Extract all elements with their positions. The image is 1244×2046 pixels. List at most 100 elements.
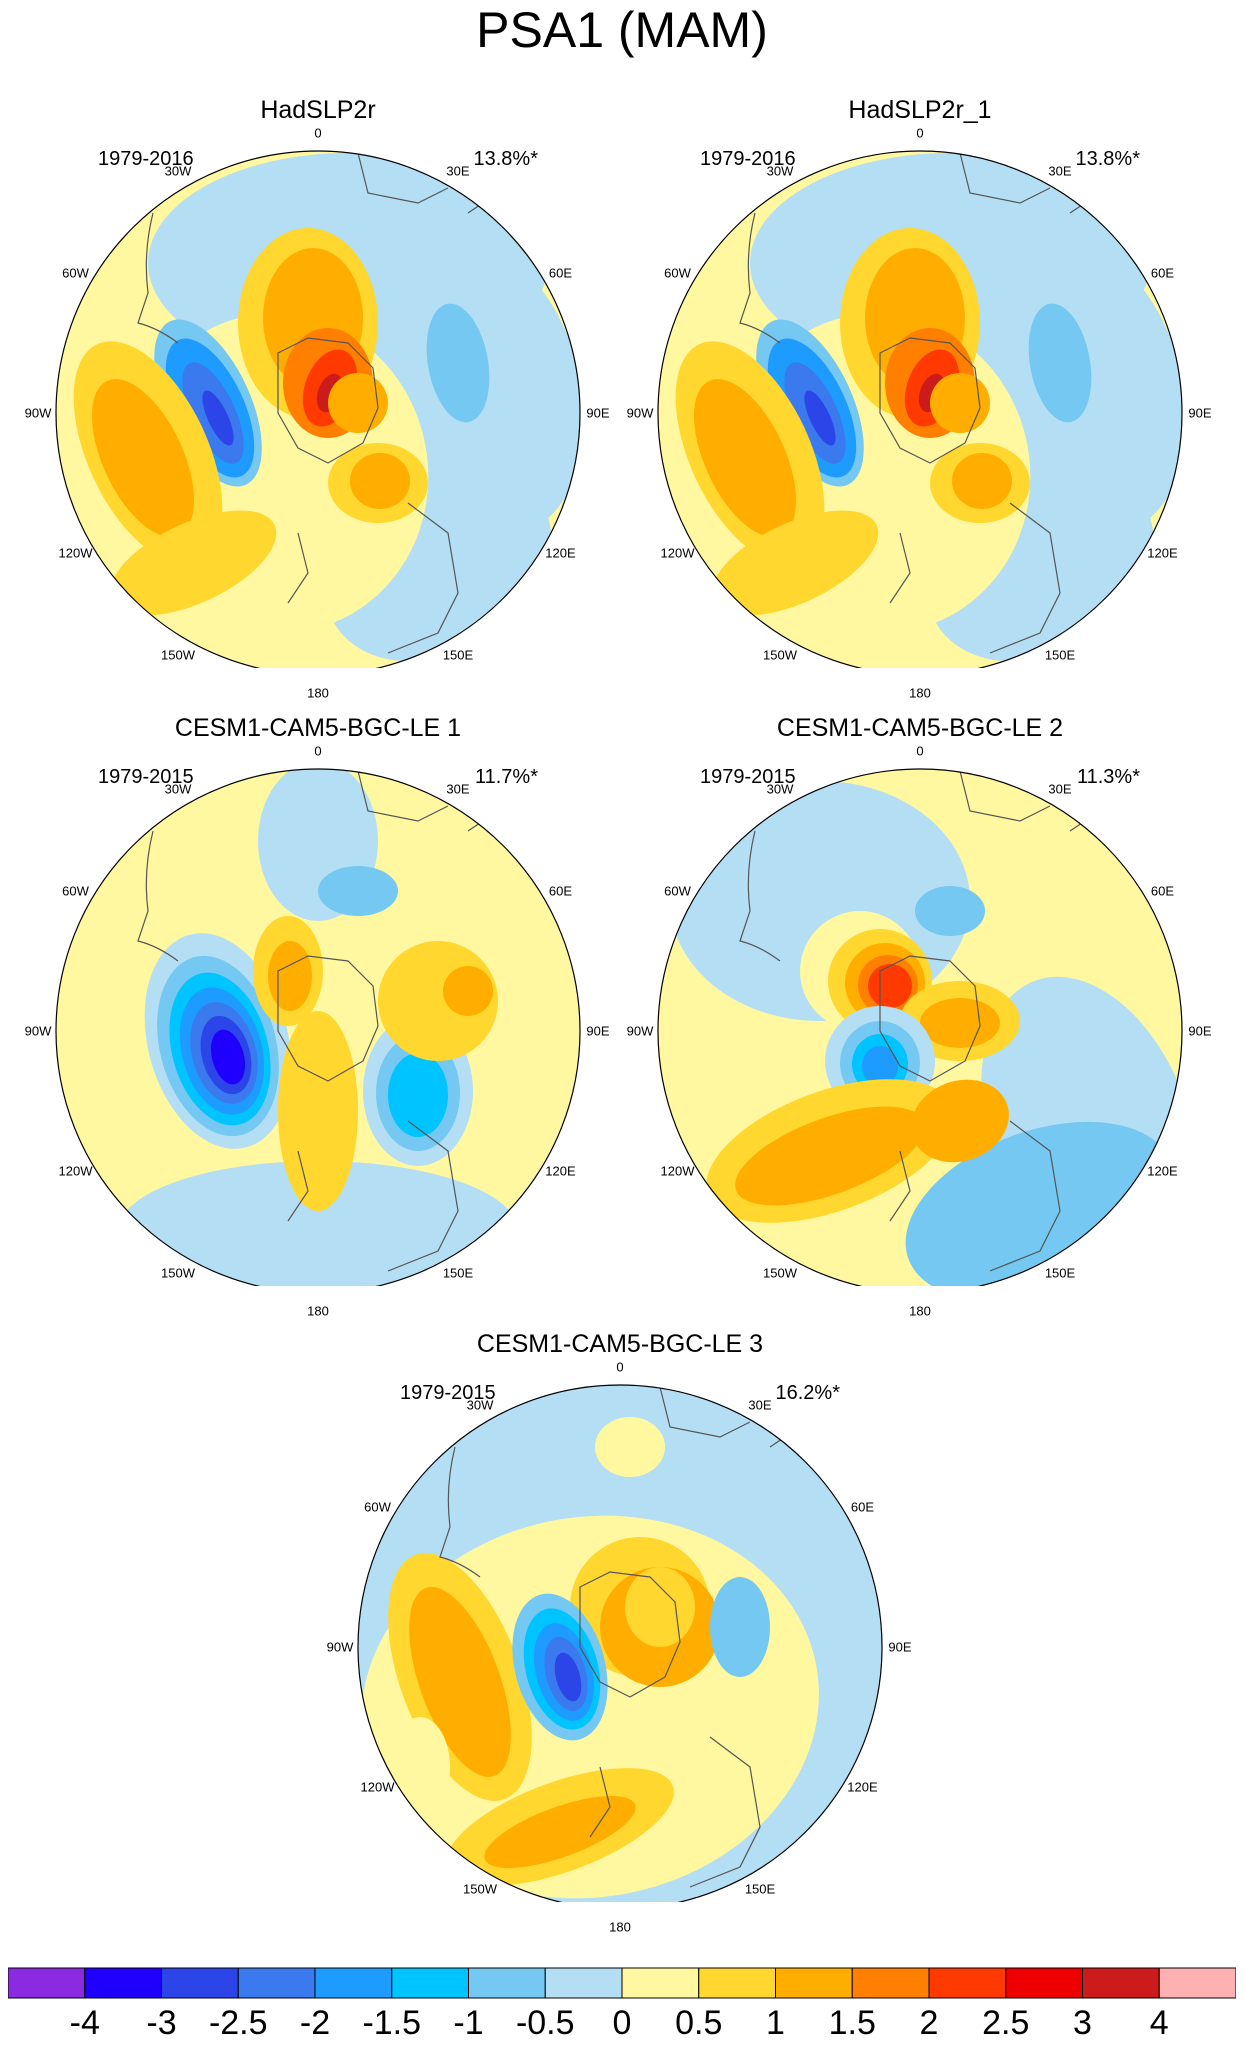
longitude-label: 120W: [660, 545, 695, 561]
colorbar-swatch: [391, 1967, 469, 1999]
polar-map: [55, 150, 581, 668]
colorbar-swatch: [1158, 1967, 1236, 1999]
longitude-label: 30E: [748, 1397, 772, 1412]
colorbar-label: -2.5: [208, 2004, 268, 2042]
longitude-label: 150E: [744, 1881, 776, 1897]
colorbar-swatch: [851, 1967, 930, 1999]
colorbar-label: -2: [299, 2004, 331, 2042]
colorbar-swatch: [314, 1967, 393, 1999]
longitude-label: 150E: [1044, 1265, 1076, 1281]
longitude-label: 30W: [766, 163, 794, 178]
polar-map: [55, 768, 581, 1286]
colorbar-label: 2.5: [982, 2004, 1030, 2042]
longitude-label: 180: [307, 685, 329, 701]
longitude-label: 90E: [1188, 405, 1212, 421]
colorbar-swatch: [237, 1967, 316, 1999]
longitude-label: 0: [616, 1359, 624, 1375]
colorbar-swatch: [775, 1967, 853, 1999]
colorbar-label: -1.5: [362, 2004, 422, 2042]
longitude-label: 60E: [1150, 883, 1175, 899]
map-panel: CESM1-CAM5-BGC-LE 3 1979-2015 16.2%* 0 30E 60…: [327, 1302, 912, 1935]
map-panel: HadSLP2r_1 1979-2016 13.8%* 0 30E 60E 90E 120E 1…: [627, 68, 1212, 701]
colorbar-swatch: [1005, 1967, 1083, 1999]
longitude-label: 0: [916, 125, 924, 141]
longitude-label: 60E: [548, 265, 573, 281]
longitude-label: 60W: [62, 265, 89, 281]
longitude-label: 90W: [326, 1639, 354, 1655]
longitude-label: 90W: [626, 1023, 654, 1039]
longitude-label: 90E: [586, 405, 610, 421]
colorbar-labels: -4 -3 -2.5 -2 -1.5 -1 -0.5 0 0.5 1 1.5 2 2.5 3 4: [8, 2004, 1236, 2044]
panel-explained-variance: 11.3%*: [1076, 766, 1140, 788]
colorbar-label: -4: [69, 2004, 100, 2042]
longitude-label: 180: [909, 685, 931, 701]
longitude-label: 180: [307, 1303, 329, 1319]
longitude-label: 90W: [626, 405, 654, 421]
page-title: PSA1 (MAM): [476, 2, 768, 58]
longitude-label: 120W: [58, 545, 93, 561]
longitude-label: 60W: [62, 883, 89, 899]
panel-period: 1979-2015: [400, 1382, 496, 1404]
colorbar-swatch: [698, 1967, 776, 1999]
colorbar-swatch: [544, 1967, 623, 1999]
longitude-label: 120E: [1147, 545, 1178, 561]
colorbar-label: 4: [1149, 2004, 1169, 2042]
longitude-label: 0: [314, 743, 322, 759]
longitude-label: 120E: [1147, 1163, 1178, 1179]
colorbar-swatch: [928, 1967, 1007, 1999]
colorbar-label: -1: [453, 2004, 484, 2042]
panel-title: HadSLP2r_1: [848, 96, 992, 124]
longitude-label: 120W: [58, 1163, 93, 1179]
longitude-label: 30E: [446, 163, 470, 178]
longitude-label: 30W: [466, 1397, 494, 1412]
colorbar-swatch: [84, 1967, 162, 1999]
colorbar-label: 1: [766, 2004, 785, 2042]
colorbar-swatch: [161, 1967, 239, 1999]
longitude-label: 150E: [442, 647, 474, 663]
colorbar-label: -0.5: [515, 2004, 575, 2042]
colorbar: [8, 1967, 1236, 1999]
colorbar-swatch: [1082, 1967, 1160, 1999]
colorbar-swatch: [621, 1967, 700, 1999]
longitude-label: 60E: [1150, 265, 1175, 281]
panel-explained-variance: 13.8%*: [1075, 148, 1141, 170]
panel-period: 1979-2015: [700, 766, 796, 788]
panel-title: HadSLP2r: [260, 96, 376, 124]
polar-map: [657, 768, 1183, 1286]
map-panel: HadSLP2r 1979-2016 13.8%* 0 30E 60E 90E 120E 150…: [25, 68, 610, 701]
longitude-label: 120E: [847, 1779, 878, 1795]
colorbar-swatch: [468, 1967, 546, 1999]
colorbar-label: 1.5: [828, 2004, 876, 2042]
longitude-label: 120W: [660, 1163, 695, 1179]
colorbar-label: 0: [612, 2004, 632, 2042]
longitude-label: 150W: [463, 1881, 497, 1897]
longitude-label: 180: [909, 1303, 931, 1319]
longitude-label: 30W: [164, 163, 192, 178]
longitude-label: 30E: [1048, 781, 1072, 796]
longitude-label: 0: [916, 743, 924, 759]
colorbar-swatch: [8, 1967, 86, 1999]
longitude-label: 150E: [1044, 647, 1076, 663]
map-panel: CESM1-CAM5-BGC-LE 2 1979-2015 11.3%* 0 30E 60…: [627, 686, 1212, 1319]
longitude-label: 120E: [545, 545, 576, 561]
map-panel: CESM1-CAM5-BGC-LE 1 1979-2015 11.7%* 0 30E 60…: [25, 686, 610, 1319]
longitude-label: 0: [314, 125, 322, 141]
longitude-label: 60W: [664, 265, 691, 281]
panel-period: 1979-2016: [98, 148, 194, 170]
longitude-label: 90W: [24, 405, 52, 421]
longitude-label: 90E: [586, 1023, 610, 1039]
longitude-label: 90E: [888, 1639, 912, 1655]
panel-explained-variance: 16.2%*: [775, 1382, 841, 1404]
longitude-label: 60E: [548, 883, 573, 899]
longitude-label: 60E: [850, 1499, 875, 1515]
panel-title: CESM1-CAM5-BGC-LE 2: [776, 714, 1064, 742]
colorbar-label: 0.5: [675, 2004, 723, 2042]
longitude-label: 120W: [360, 1779, 395, 1795]
longitude-label: 30W: [164, 781, 192, 796]
longitude-label: 150E: [442, 1265, 474, 1281]
longitude-label: 150W: [161, 647, 195, 663]
colorbar-label: 2: [919, 2004, 939, 2042]
longitude-label: 120E: [545, 1163, 576, 1179]
panel-title: CESM1-CAM5-BGC-LE 3: [476, 1330, 764, 1358]
colorbar-label: 3: [1073, 2004, 1092, 2042]
